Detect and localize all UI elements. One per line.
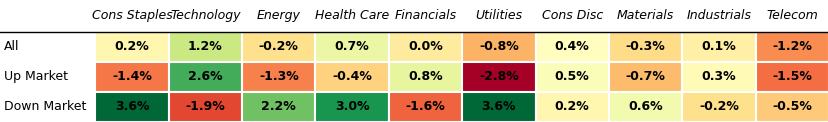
- Bar: [535, 32, 608, 62]
- Text: 0.0%: 0.0%: [407, 40, 442, 53]
- Bar: [462, 62, 535, 92]
- Bar: [535, 62, 608, 92]
- Text: -1.3%: -1.3%: [258, 70, 298, 83]
- Text: -1.2%: -1.2%: [772, 40, 811, 53]
- Text: 3.6%: 3.6%: [481, 100, 516, 113]
- Text: All: All: [4, 40, 20, 53]
- Bar: [681, 32, 754, 62]
- Text: -0.5%: -0.5%: [772, 100, 811, 113]
- Bar: [169, 92, 242, 122]
- Bar: [242, 32, 315, 62]
- Text: Down Market: Down Market: [4, 100, 86, 113]
- Text: 0.2%: 0.2%: [554, 100, 589, 113]
- Text: -0.4%: -0.4%: [332, 70, 372, 83]
- Bar: [755, 92, 828, 122]
- Text: -0.7%: -0.7%: [625, 70, 665, 83]
- Text: Telecom: Telecom: [766, 9, 817, 22]
- Bar: [462, 92, 535, 122]
- Bar: [169, 62, 242, 92]
- Text: 0.6%: 0.6%: [628, 100, 662, 113]
- Bar: [95, 62, 169, 92]
- Text: -1.9%: -1.9%: [185, 100, 225, 113]
- Text: 0.2%: 0.2%: [114, 40, 149, 53]
- Bar: [608, 92, 681, 122]
- Bar: [315, 92, 388, 122]
- Bar: [608, 62, 681, 92]
- Bar: [242, 62, 315, 92]
- Bar: [315, 62, 388, 92]
- Text: 0.7%: 0.7%: [335, 40, 369, 53]
- Text: 1.2%: 1.2%: [188, 40, 223, 53]
- Text: -0.8%: -0.8%: [479, 40, 518, 53]
- Text: 2.6%: 2.6%: [188, 70, 223, 83]
- Text: -0.2%: -0.2%: [698, 100, 738, 113]
- Bar: [315, 32, 388, 62]
- Bar: [388, 32, 462, 62]
- Text: Industrials: Industrials: [686, 9, 750, 22]
- Bar: [608, 32, 681, 62]
- Bar: [681, 62, 754, 92]
- Text: 0.5%: 0.5%: [554, 70, 589, 83]
- Text: -0.2%: -0.2%: [258, 40, 298, 53]
- Text: Utilities: Utilities: [474, 9, 522, 22]
- Text: -1.5%: -1.5%: [772, 70, 811, 83]
- Bar: [95, 32, 169, 62]
- Text: -1.4%: -1.4%: [112, 70, 152, 83]
- Text: Energy: Energy: [257, 9, 301, 22]
- Text: -2.8%: -2.8%: [479, 70, 518, 83]
- Text: Technology: Technology: [170, 9, 240, 22]
- Text: 3.6%: 3.6%: [114, 100, 149, 113]
- Bar: [169, 32, 242, 62]
- Text: -1.6%: -1.6%: [405, 100, 445, 113]
- Text: 0.3%: 0.3%: [700, 70, 735, 83]
- Text: 2.2%: 2.2%: [261, 100, 296, 113]
- Text: Cons Disc: Cons Disc: [541, 9, 602, 22]
- Text: Health Care: Health Care: [315, 9, 389, 22]
- Text: 0.8%: 0.8%: [407, 70, 442, 83]
- Text: Financials: Financials: [394, 9, 456, 22]
- Bar: [462, 32, 535, 62]
- Text: Cons Staples: Cons Staples: [92, 9, 172, 22]
- Bar: [388, 92, 462, 122]
- Text: Materials: Materials: [616, 9, 673, 22]
- Bar: [388, 62, 462, 92]
- Bar: [95, 92, 169, 122]
- Bar: [242, 92, 315, 122]
- Bar: [755, 62, 828, 92]
- Text: Up Market: Up Market: [4, 70, 68, 83]
- Text: -0.3%: -0.3%: [625, 40, 665, 53]
- Bar: [535, 92, 608, 122]
- Text: 0.1%: 0.1%: [700, 40, 735, 53]
- Bar: [681, 92, 754, 122]
- Text: 3.0%: 3.0%: [335, 100, 369, 113]
- Text: 0.4%: 0.4%: [554, 40, 589, 53]
- Bar: [755, 32, 828, 62]
